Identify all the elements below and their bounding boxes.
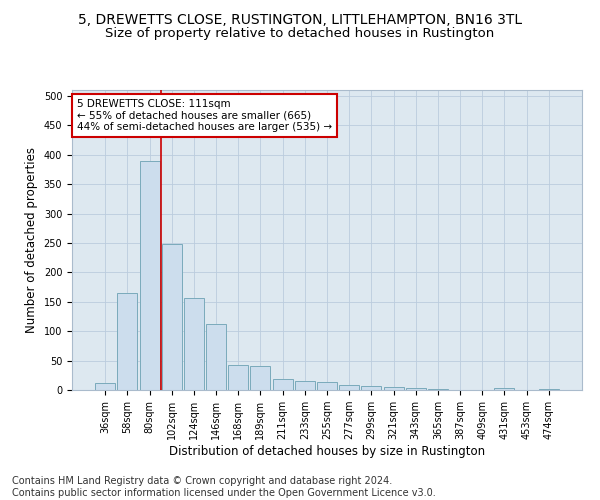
Bar <box>383 387 404 390</box>
Text: Contains HM Land Registry data © Crown copyright and database right 2024.
Contai: Contains HM Land Registry data © Crown c… <box>12 476 436 498</box>
Bar <box>250 366 271 390</box>
Bar <box>406 388 426 390</box>
Text: 5, DREWETTS CLOSE, RUSTINGTON, LITTLEHAMPTON, BN16 3TL: 5, DREWETTS CLOSE, RUSTINGTON, LITTLEHAM… <box>78 12 522 26</box>
X-axis label: Distribution of detached houses by size in Rustington: Distribution of detached houses by size … <box>169 445 485 458</box>
Bar <box>162 244 182 390</box>
Text: Size of property relative to detached houses in Rustington: Size of property relative to detached ho… <box>106 28 494 40</box>
Bar <box>317 382 337 390</box>
Bar <box>206 324 226 390</box>
Bar <box>228 366 248 390</box>
Bar <box>95 383 115 390</box>
Bar <box>272 380 293 390</box>
Bar <box>295 381 315 390</box>
Bar <box>539 389 559 390</box>
Bar <box>361 386 382 390</box>
Bar <box>118 293 137 390</box>
Text: 5 DREWETTS CLOSE: 111sqm
← 55% of detached houses are smaller (665)
44% of semi-: 5 DREWETTS CLOSE: 111sqm ← 55% of detach… <box>77 99 332 132</box>
Bar <box>339 384 359 390</box>
Bar <box>494 388 514 390</box>
Bar <box>140 160 160 390</box>
Bar <box>184 298 204 390</box>
Y-axis label: Number of detached properties: Number of detached properties <box>25 147 38 333</box>
